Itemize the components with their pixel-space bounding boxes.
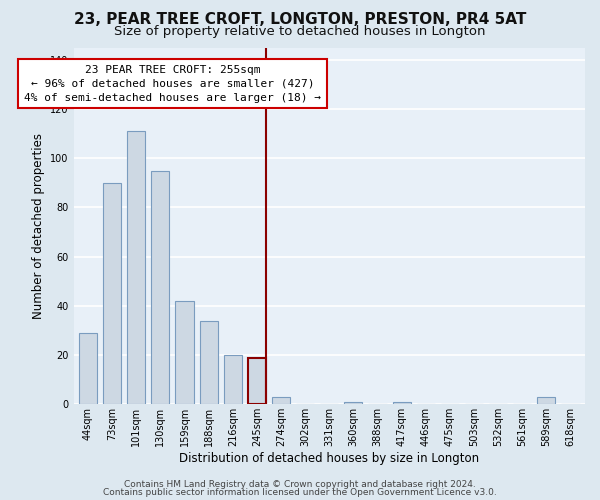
- Bar: [151, 170, 169, 404]
- Bar: [538, 397, 556, 404]
- Text: Contains public sector information licensed under the Open Government Licence v3: Contains public sector information licen…: [103, 488, 497, 497]
- Text: 23 PEAR TREE CROFT: 255sqm
← 96% of detached houses are smaller (427)
4% of semi: 23 PEAR TREE CROFT: 255sqm ← 96% of deta…: [24, 64, 321, 102]
- Bar: [200, 320, 218, 404]
- Bar: [392, 402, 411, 404]
- Y-axis label: Number of detached properties: Number of detached properties: [32, 133, 44, 319]
- Bar: [248, 358, 266, 405]
- Text: Contains HM Land Registry data © Crown copyright and database right 2024.: Contains HM Land Registry data © Crown c…: [124, 480, 476, 489]
- Bar: [127, 131, 145, 404]
- Bar: [103, 183, 121, 404]
- Bar: [79, 333, 97, 404]
- Bar: [175, 301, 194, 405]
- X-axis label: Distribution of detached houses by size in Longton: Distribution of detached houses by size …: [179, 452, 479, 465]
- Text: 23, PEAR TREE CROFT, LONGTON, PRESTON, PR4 5AT: 23, PEAR TREE CROFT, LONGTON, PRESTON, P…: [74, 12, 526, 28]
- Bar: [272, 397, 290, 404]
- Text: Size of property relative to detached houses in Longton: Size of property relative to detached ho…: [114, 25, 486, 38]
- Bar: [344, 402, 362, 404]
- Bar: [224, 355, 242, 405]
